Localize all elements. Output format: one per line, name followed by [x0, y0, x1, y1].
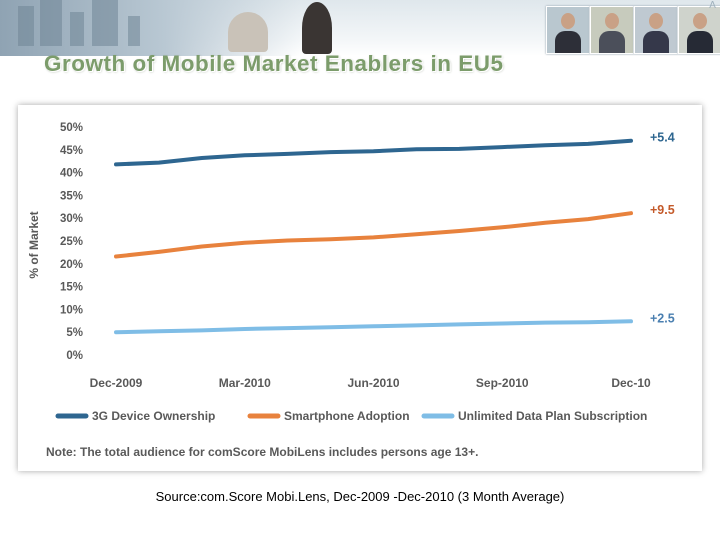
series-line-smartphone-adoption: [114, 211, 633, 259]
y-axis-label: % of Market: [27, 211, 41, 278]
series-change-label: +2.5: [650, 311, 675, 325]
banner-person-image: [228, 12, 268, 52]
chart-note: Note: The total audience for comScore Mo…: [46, 445, 479, 459]
x-tick-label: Dec-10: [611, 376, 651, 390]
y-tick-label: 50%: [60, 122, 83, 134]
y-tick-label: 30%: [60, 213, 83, 225]
page-title: Growth of Mobile Market Enablers in EU5: [44, 51, 504, 76]
corner-mark: A: [709, 0, 716, 11]
team-photo-thumbnail: [546, 6, 590, 54]
y-tick-label: 45%: [60, 145, 83, 157]
y-tick-label: 35%: [60, 190, 83, 202]
series-line-unlimited-data-plan-subscription: [114, 319, 633, 335]
source-caption: Source:com.Score Mobi.Lens, Dec-2009 -De…: [155, 489, 565, 504]
team-photo-thumbnail: [590, 6, 634, 54]
x-tick-label: Mar-2010: [219, 376, 271, 390]
header-banner: A: [0, 0, 720, 56]
x-tick-label: Sep-2010: [476, 376, 529, 390]
chart-panel: % of Market 0% 5% 10% 15% 20% 25% 30% 35% 40% 45%…: [18, 105, 702, 471]
y-tick-label: 20%: [60, 259, 83, 271]
y-tick-label: 15%: [60, 282, 83, 294]
x-tick-label: Dec-2009: [90, 376, 143, 390]
y-tick-label: 0%: [66, 350, 83, 362]
series-change-label: +9.5: [650, 203, 675, 217]
series-line-3g-device-ownership: [114, 138, 633, 167]
y-tick-label: 10%: [60, 304, 83, 316]
x-tick-label: Jun-2010: [347, 376, 399, 390]
legend-label: Smartphone Adoption: [284, 409, 410, 423]
team-photo-thumbnail: [634, 6, 678, 54]
y-tick-label: 5%: [66, 327, 83, 339]
line-chart: % of Market 0% 5% 10% 15% 20% 25% 30% 35% 40% 45%…: [27, 122, 675, 423]
series-change-label: +5.4: [650, 131, 675, 145]
banner-person-image: [302, 2, 332, 54]
team-photo-thumbnail: [678, 6, 720, 54]
legend-label: 3G Device Ownership: [92, 409, 215, 423]
legend-label: Unlimited Data Plan Subscription: [458, 409, 647, 423]
y-tick-label: 40%: [60, 168, 83, 180]
y-tick-label: 25%: [60, 236, 83, 248]
